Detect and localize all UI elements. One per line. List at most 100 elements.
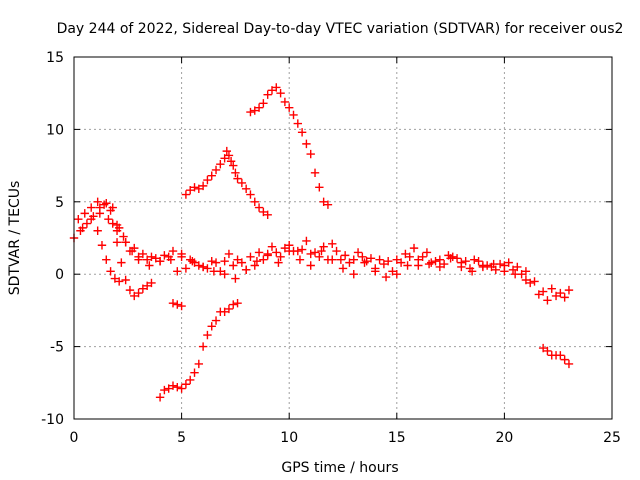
data-point <box>396 258 406 267</box>
chart-title: Day 244 of 2022, Sidereal Day-to-day VTE… <box>57 21 624 37</box>
data-point <box>233 298 242 308</box>
data-point <box>435 262 445 272</box>
data-point <box>534 290 544 299</box>
data-point <box>293 246 303 256</box>
data-point <box>418 252 427 262</box>
data-point <box>87 214 96 224</box>
data-point <box>231 168 240 178</box>
data-point <box>297 245 307 254</box>
data-point <box>203 175 212 185</box>
data-point <box>263 90 272 99</box>
data-point <box>504 258 513 267</box>
data-point <box>405 252 414 262</box>
data-point <box>345 258 354 267</box>
data-point <box>160 385 169 395</box>
data-point <box>543 296 552 305</box>
data-point <box>297 128 307 137</box>
data-point <box>246 252 255 262</box>
data-point <box>241 265 251 275</box>
data-point <box>538 343 548 353</box>
grid <box>74 57 612 419</box>
data-point <box>482 261 492 270</box>
data-point <box>80 209 89 218</box>
data-point <box>526 278 535 288</box>
data-point <box>78 223 87 233</box>
data-point <box>263 210 272 220</box>
data-point <box>340 251 350 260</box>
data-point <box>306 261 315 270</box>
data-point <box>138 249 148 259</box>
data-point <box>267 242 277 251</box>
data-point <box>95 209 105 218</box>
data-point <box>328 239 337 248</box>
data-point <box>338 264 348 273</box>
data-point <box>295 255 305 264</box>
data-point <box>323 200 333 209</box>
data-point <box>267 86 277 95</box>
data-point <box>173 300 182 309</box>
series-dip-1-2h <box>93 226 124 286</box>
data-point <box>538 287 548 296</box>
data-point <box>237 178 247 188</box>
data-point <box>226 157 236 166</box>
data-point <box>121 238 130 247</box>
data-point <box>173 267 182 276</box>
data-point <box>198 181 208 191</box>
data-point <box>302 236 311 246</box>
data-point <box>289 110 298 120</box>
data-point <box>388 267 397 276</box>
data-point <box>130 291 139 301</box>
data-point <box>349 270 358 279</box>
data-point <box>470 255 479 264</box>
x-tick-label: 0 <box>70 430 79 446</box>
data-point <box>119 232 128 241</box>
data-point <box>306 149 315 159</box>
series-late-21-23h <box>538 343 574 369</box>
data-point <box>332 246 341 256</box>
data-point <box>478 262 488 272</box>
data-point <box>112 238 122 247</box>
data-point <box>125 246 135 256</box>
data-point <box>93 197 102 206</box>
data-point <box>198 342 208 351</box>
data-point <box>160 251 169 260</box>
data-point <box>461 256 470 266</box>
tick-labels: 0 5 10 15 20 25 -10 -5 0 5 10 15 <box>41 50 621 446</box>
data-point <box>254 248 264 257</box>
data-point <box>259 99 268 108</box>
data-points <box>69 83 574 402</box>
data-point <box>87 203 96 212</box>
x-axis-label: GPS time / hours <box>281 460 398 476</box>
data-point <box>145 261 154 270</box>
data-point <box>130 243 139 253</box>
data-point <box>142 281 152 290</box>
data-point <box>147 252 156 262</box>
data-point <box>211 165 221 175</box>
y-axis-label: SDTVAR / TECUs <box>7 181 23 296</box>
data-point <box>198 262 208 272</box>
data-point <box>280 243 290 253</box>
data-point <box>147 278 156 288</box>
data-point <box>280 97 290 107</box>
data-point <box>177 384 186 393</box>
data-point <box>310 168 320 178</box>
data-point <box>194 359 204 369</box>
data-point <box>306 249 315 259</box>
data-point <box>489 259 498 269</box>
data-point <box>530 277 539 286</box>
data-point <box>403 261 412 270</box>
data-point <box>285 246 294 256</box>
data-point <box>134 288 143 298</box>
data-point <box>181 380 191 389</box>
data-point <box>276 89 285 98</box>
data-point <box>142 255 152 264</box>
data-point <box>293 119 303 128</box>
data-point <box>99 200 109 209</box>
data-point <box>381 272 391 282</box>
data-point <box>500 267 509 276</box>
data-point <box>467 267 477 276</box>
data-point <box>513 262 522 272</box>
data-point <box>409 243 419 253</box>
x-tick-label: 20 <box>495 430 513 446</box>
